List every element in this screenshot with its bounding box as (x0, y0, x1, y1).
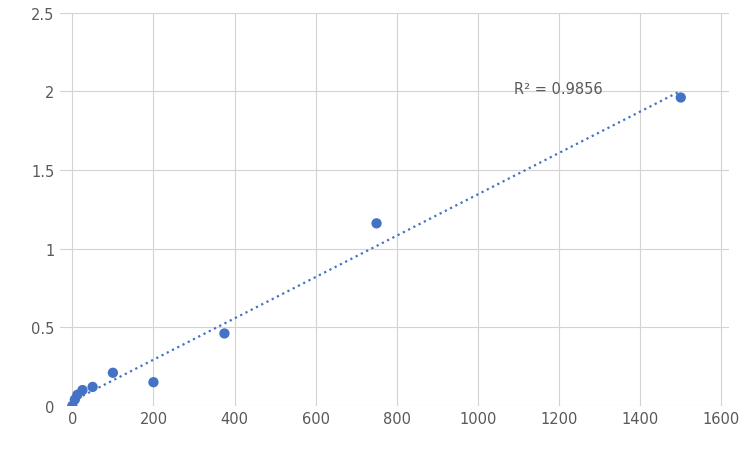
Point (66, 402, 78, 410)
Point (675, 95, 687, 102)
Text: R² = 0.9856: R² = 0.9856 (514, 81, 603, 97)
Point (218, 330, 230, 337)
Point (77, 387, 89, 394)
Point (71, 391, 83, 399)
Point (107, 369, 119, 377)
Point (147, 379, 159, 386)
Point (69, 396, 81, 403)
Point (371, 220, 383, 227)
Point (86, 383, 99, 391)
